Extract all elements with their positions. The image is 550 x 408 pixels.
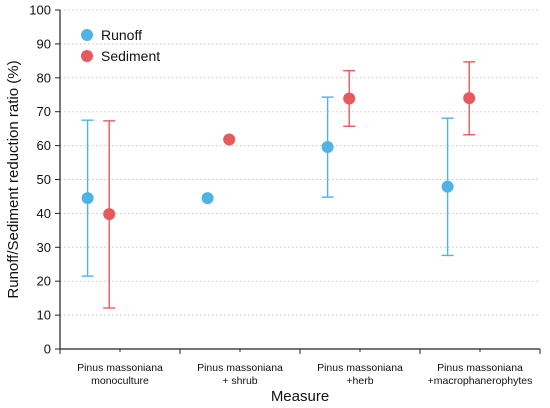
y-tick-label: 20 xyxy=(37,274,51,289)
x-category-label-line: +herb xyxy=(346,375,373,387)
data-point xyxy=(343,92,356,105)
x-category-label: Pinus massoniana +herb xyxy=(317,362,403,387)
gridlines xyxy=(60,9,540,316)
data-point xyxy=(441,180,454,193)
data-point xyxy=(81,192,94,205)
x-category-label-line: Pinus massoniana xyxy=(77,362,163,374)
y-ticks: 0 10 20 30 40 50 60 70 80 90 100 xyxy=(29,3,60,357)
x-category-label-line: Pinus massoniana xyxy=(197,362,283,374)
legend-label: Runoff xyxy=(101,27,142,43)
y-tick-label: 70 xyxy=(37,104,51,119)
legend-marker xyxy=(81,50,93,62)
x-category-label: Pinus massoniana +macrophanerophytes xyxy=(428,362,533,387)
data-point xyxy=(223,133,236,146)
y-tick-label: 0 xyxy=(44,342,51,357)
x-category-label: Pinus massoniana + shrub xyxy=(197,362,283,387)
series-sediment xyxy=(103,61,476,309)
x-category-label-line: Pinus massoniana xyxy=(437,362,523,374)
legend-label: Sediment xyxy=(101,48,160,64)
y-tick-label: 100 xyxy=(29,3,51,18)
y-tick-label: 60 xyxy=(37,138,51,153)
data-series xyxy=(81,61,476,309)
legend: Runoff Sediment xyxy=(81,27,160,64)
y-axis-title: Runoff/Sediment reduction ratio (%) xyxy=(5,60,22,298)
data-point xyxy=(463,92,476,105)
x-category-label-line: + shrub xyxy=(222,375,257,387)
y-tick-label: 80 xyxy=(37,70,51,85)
legend-marker xyxy=(81,29,93,41)
x-category-label-line: +macrophanerophytes xyxy=(428,375,533,387)
y-tick-label: 10 xyxy=(37,308,51,323)
data-point xyxy=(321,140,334,153)
x-category-label-line: monoculture xyxy=(91,375,149,387)
y-tick-label: 40 xyxy=(37,206,51,221)
x-axis-title: Measure xyxy=(271,388,329,405)
y-tick-label: 90 xyxy=(37,36,51,51)
data-point xyxy=(103,208,116,221)
series-runoff xyxy=(81,96,454,277)
data-point xyxy=(201,192,214,205)
x-category-label-line: Pinus massoniana xyxy=(317,362,403,374)
y-tick-label: 30 xyxy=(37,240,51,255)
x-category-label: Pinus massoniana monoculture xyxy=(77,362,163,387)
y-tick-label: 50 xyxy=(37,172,51,187)
